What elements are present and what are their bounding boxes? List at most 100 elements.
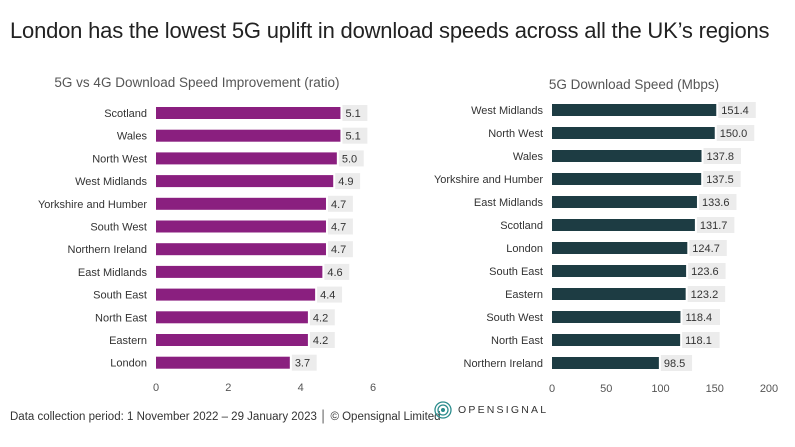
- category-label: Northern Ireland: [68, 244, 148, 256]
- category-label: Wales: [513, 151, 544, 163]
- category-label: North East: [491, 335, 543, 347]
- category-label: Northern Ireland: [464, 358, 544, 370]
- bar: [552, 173, 702, 185]
- bar: [156, 129, 341, 142]
- data-label-bg: [317, 286, 343, 303]
- data-label-bg: [698, 194, 737, 210]
- category-label: East Midlands: [78, 267, 148, 279]
- category-label: London: [506, 243, 543, 255]
- data-label-bg: [682, 309, 720, 325]
- category-label: Scotland: [104, 108, 147, 120]
- data-label-bg: [687, 286, 726, 302]
- data-label: 118.4: [685, 312, 712, 324]
- data-label-bg: [342, 105, 368, 121]
- chart-title: 5G vs 4G Download Speed Improvement (rat…: [54, 75, 339, 90]
- bar: [552, 265, 687, 277]
- bar: [552, 104, 717, 116]
- data-label-bg: [327, 218, 353, 235]
- data-label: 5.1: [345, 131, 360, 143]
- data-label: 4.2: [313, 312, 328, 324]
- footer-note: Data collection period: 1 November 2022 …: [10, 411, 441, 423]
- data-label: 137.5: [706, 174, 734, 186]
- data-label: 151.4: [721, 105, 749, 117]
- opensignal-logo-icon: [434, 401, 452, 419]
- data-label: 4.4: [320, 290, 335, 302]
- bar: [156, 152, 337, 165]
- x-tick-label: 0: [549, 383, 555, 395]
- data-label: 123.2: [691, 289, 719, 301]
- data-label-bg: [718, 102, 756, 118]
- category-label: Eastern: [109, 335, 147, 347]
- data-label: 4.2: [313, 335, 328, 347]
- bar: [552, 357, 659, 369]
- data-label: 4.7: [331, 199, 346, 211]
- data-label-bg: [324, 263, 350, 280]
- category-label: North West: [488, 128, 543, 140]
- category-label: South East: [93, 290, 147, 302]
- speed-chart: 5G Download Speed (Mbps) West Midlands 151…: [434, 77, 778, 395]
- data-label: 5.1: [345, 108, 360, 120]
- data-label: 5.0: [342, 153, 357, 165]
- category-label: South West: [486, 312, 543, 324]
- data-label-bg: [327, 195, 353, 212]
- bar: [156, 356, 290, 369]
- x-tick-label: 150: [706, 383, 724, 395]
- data-label-bg: [342, 127, 368, 144]
- bar: [156, 265, 323, 278]
- data-label: 124.7: [692, 243, 720, 255]
- category-label: South West: [90, 222, 147, 234]
- data-label-bg: [309, 309, 335, 326]
- bar: [156, 243, 326, 256]
- bar: [552, 150, 702, 162]
- data-label: 123.6: [691, 266, 719, 278]
- category-label: Yorkshire and Humber: [38, 199, 147, 211]
- ratio-chart: 5G vs 4G Download Speed Improvement (rat…: [38, 75, 376, 394]
- data-label-bg: [688, 263, 726, 279]
- brand-name: OPENSIGNAL: [458, 404, 549, 416]
- category-label: West Midlands: [471, 105, 543, 117]
- data-label: 3.7: [295, 358, 310, 370]
- data-label: 137.8: [707, 151, 735, 163]
- x-tick-label: 100: [651, 383, 669, 395]
- category-label: Scotland: [500, 220, 543, 232]
- bar: [552, 242, 688, 254]
- x-tick-label: 50: [600, 383, 612, 395]
- brand-logo: OPENSIGNAL: [434, 401, 548, 419]
- data-label: 98.5: [664, 358, 685, 370]
- category-label: West Midlands: [75, 176, 147, 188]
- data-label-bg: [682, 332, 720, 348]
- bar: [552, 127, 715, 139]
- bar: [552, 196, 697, 208]
- bar: [156, 175, 334, 188]
- bar: [552, 311, 681, 323]
- category-label: South East: [489, 266, 543, 278]
- category-label: Yorkshire and Humber: [434, 174, 543, 186]
- data-label-bg: [689, 240, 727, 256]
- page-title: London has the lowest 5G uplift in downl…: [10, 18, 770, 43]
- x-tick-label: 6: [370, 382, 376, 394]
- data-label: 133.6: [702, 197, 730, 209]
- data-label-bg: [716, 125, 755, 141]
- data-label-bg: [660, 355, 693, 371]
- data-label: 4.6: [327, 267, 342, 279]
- bar: [156, 311, 308, 324]
- data-label-bg: [335, 173, 361, 190]
- bar: [552, 219, 695, 231]
- bar: [156, 197, 326, 210]
- bar: [156, 107, 341, 119]
- category-label: Wales: [117, 131, 148, 143]
- data-label: 4.7: [331, 222, 346, 234]
- data-label-bg: [338, 150, 364, 167]
- data-label: 118.1: [685, 335, 712, 347]
- bar: [156, 288, 316, 301]
- chart-title: 5G Download Speed (Mbps): [549, 77, 719, 92]
- category-label: London: [110, 358, 147, 370]
- x-tick-label: 2: [225, 382, 231, 394]
- data-label: 150.0: [720, 128, 748, 140]
- data-label-bg: [696, 217, 735, 233]
- data-label-bg: [291, 354, 317, 371]
- data-label-bg: [327, 241, 353, 258]
- bar: [156, 220, 326, 233]
- x-tick-label: 4: [298, 382, 304, 394]
- data-label: 4.7: [331, 244, 346, 256]
